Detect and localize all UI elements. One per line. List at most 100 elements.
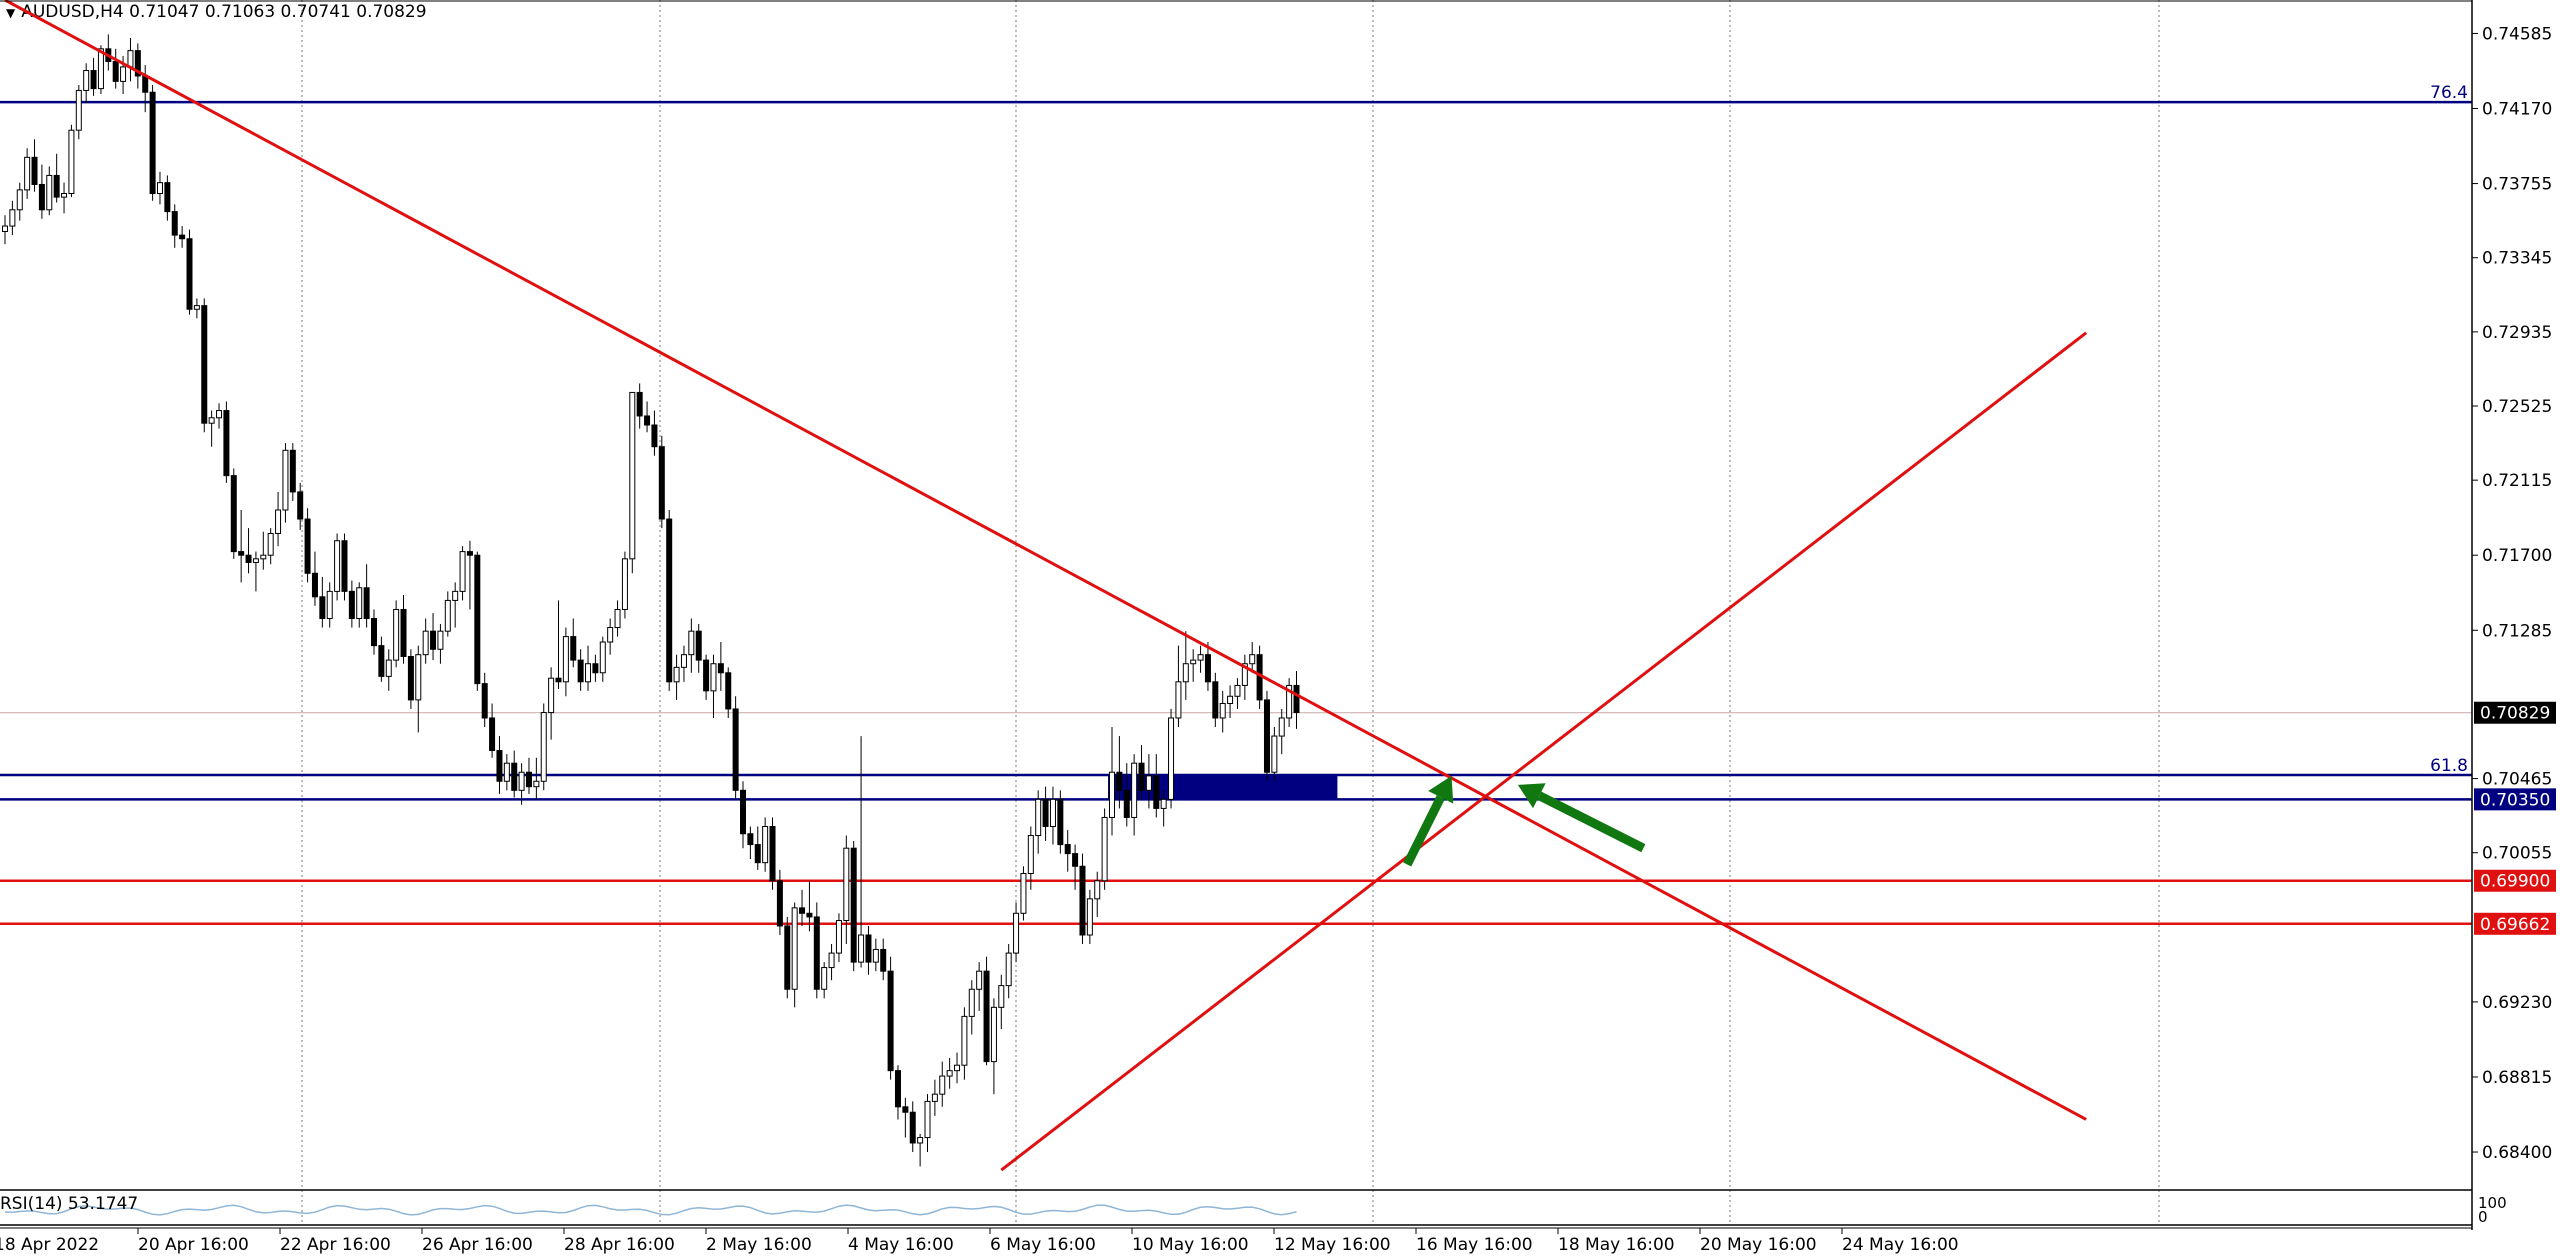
candle-body	[245, 554, 252, 563]
y-tick-label: 0.68400	[2482, 1143, 2552, 1163]
candle-body	[651, 424, 658, 448]
candle-body	[1197, 654, 1204, 661]
x-tick-label: 18 Apr 2022	[0, 1235, 99, 1255]
candle-body	[1079, 865, 1086, 936]
y-tick-label: 0.69230	[2482, 993, 2552, 1013]
candle-body	[149, 91, 156, 195]
candle-body	[186, 238, 193, 310]
candle-body	[452, 590, 459, 601]
candle-body	[525, 771, 532, 788]
candle-body	[1116, 771, 1123, 791]
candle-body	[275, 509, 282, 535]
candle-body	[481, 683, 488, 719]
candle-body	[289, 449, 296, 493]
candle-body	[53, 174, 60, 198]
candle-body	[872, 948, 879, 963]
candle-body	[2, 225, 8, 232]
candle-body	[585, 663, 592, 683]
candle-body	[1278, 717, 1285, 737]
candle-body	[1249, 654, 1256, 665]
candle-body	[348, 590, 355, 620]
rsi-scale-top: 100	[2478, 1194, 2507, 1212]
candle-body	[629, 391, 636, 560]
candle-body	[946, 1070, 953, 1077]
candle-body	[1293, 684, 1300, 714]
candle-body	[1138, 762, 1145, 791]
arrow-shaft	[1537, 791, 1646, 853]
chart-title: ▼ AUDUSD,H4 0.71047 0.71063 0.70741 0.708…	[6, 2, 427, 22]
symbol-label: AUDUSD,H4	[21, 2, 124, 22]
candle-body	[1086, 898, 1093, 936]
candle-body	[201, 305, 208, 424]
candle-body	[378, 645, 385, 677]
candle-body	[260, 554, 267, 560]
candle-body	[1190, 659, 1197, 665]
fib-level-label: 76.4	[2430, 83, 2468, 103]
fib-level-label: 61.8	[2430, 756, 2468, 776]
x-tick-label: 20 Apr 16:00	[138, 1235, 249, 1255]
candle-body	[230, 475, 237, 553]
candle-body	[1241, 663, 1248, 686]
candle-body	[9, 209, 16, 227]
candle-body	[555, 677, 562, 683]
collapse-triangle-icon[interactable]: ▼	[6, 6, 16, 20]
candle-body	[540, 712, 547, 782]
y-tick-label: 0.70055	[2482, 844, 2552, 864]
candle-body	[1175, 681, 1182, 719]
candle-body	[902, 1106, 909, 1113]
candle-body	[614, 608, 621, 629]
x-tick-label: 6 May 16:00	[990, 1235, 1096, 1255]
y-tick-label: 0.73345	[2482, 249, 2552, 269]
candle-body	[909, 1111, 916, 1144]
candle-body	[998, 985, 1005, 1008]
candle-body	[1212, 681, 1219, 719]
candle-body	[1072, 853, 1079, 867]
candle-body	[193, 305, 200, 310]
candle-body	[1204, 654, 1211, 683]
candle-body	[747, 833, 754, 846]
candle-body	[1153, 775, 1160, 809]
ohlc-readout: 0.71047 0.71063 0.70741 0.70829	[129, 2, 427, 22]
candle-body	[1145, 775, 1152, 791]
candle-body	[791, 907, 798, 990]
candle-body	[621, 558, 628, 610]
candle-body	[326, 590, 333, 620]
candle-body	[142, 75, 149, 93]
candle-body	[164, 182, 171, 213]
candle-body	[156, 182, 163, 195]
candle-body	[1160, 798, 1167, 809]
candle-body	[120, 66, 127, 82]
candle-body	[533, 780, 540, 788]
candle-body	[1123, 789, 1130, 818]
candle-body	[850, 847, 857, 963]
candle-body	[562, 636, 569, 683]
candle-body	[983, 970, 990, 1063]
candle-body	[799, 907, 806, 914]
candle-body	[356, 587, 363, 620]
candle-body	[703, 659, 710, 692]
candle-body	[1234, 684, 1241, 697]
candle-body	[511, 762, 518, 791]
arrow-head-icon	[1428, 775, 1454, 804]
candle-body	[592, 663, 599, 674]
candle-body	[577, 659, 584, 683]
x-tick-label: 28 Apr 16:00	[564, 1235, 675, 1255]
candle-body	[496, 750, 503, 782]
candle-body	[680, 654, 687, 668]
candle-body	[1042, 798, 1049, 827]
trendlines	[4, 0, 2088, 1172]
candle-body	[644, 415, 651, 426]
candle-body	[75, 89, 82, 131]
candle-body	[1064, 844, 1071, 855]
candle-body	[666, 518, 673, 683]
candle-body	[924, 1100, 931, 1139]
candle-body	[415, 654, 422, 701]
candlesticks	[2, 34, 1300, 1167]
candle-body	[976, 970, 983, 990]
candle-body	[717, 663, 724, 674]
candle-body	[1286, 684, 1293, 719]
candle-body	[570, 636, 577, 661]
x-tick-label: 4 May 16:00	[848, 1235, 954, 1255]
